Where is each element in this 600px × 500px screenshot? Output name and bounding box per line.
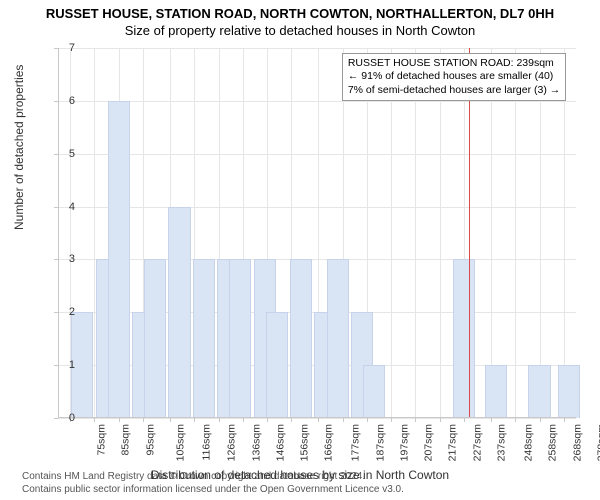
xtick-label: 177sqm — [350, 424, 362, 461]
gridline-v — [440, 48, 441, 418]
annotation-line: RUSSET HOUSE STATION ROAD: 239sqm — [348, 57, 560, 70]
xtick-label: 278sqm — [595, 424, 600, 461]
xtick-label: 146sqm — [274, 424, 286, 461]
xtick-mark — [491, 418, 492, 422]
xtick-label: 197sqm — [398, 424, 410, 461]
y-axis-label: Number of detached properties — [12, 65, 26, 230]
gridline-v — [564, 48, 565, 418]
chart-title-2: Size of property relative to detached ho… — [0, 21, 600, 38]
xtick-label: 248sqm — [522, 424, 534, 461]
xtick-label: 75sqm — [96, 424, 108, 456]
xtick-label: 187sqm — [374, 424, 386, 461]
xtick-label: 105sqm — [174, 424, 186, 461]
xtick-label: 237sqm — [495, 424, 507, 461]
xtick-mark — [464, 418, 465, 422]
xtick-mark — [318, 418, 319, 422]
xtick-label: 156sqm — [299, 424, 311, 461]
xtick-mark — [343, 418, 344, 422]
gridline-v — [415, 48, 416, 418]
ytick-label: 1 — [55, 359, 75, 371]
chart-plot-area: RUSSET HOUSE STATION ROAD: 239sqm← 91% o… — [58, 48, 576, 418]
histogram-bar — [528, 365, 550, 418]
xtick-label: 268sqm — [571, 424, 583, 461]
xtick-mark — [564, 418, 565, 422]
histogram-bar — [363, 365, 385, 418]
xtick-label: 136sqm — [250, 424, 262, 461]
ytick-label: 5 — [55, 148, 75, 160]
x-axis-label: Distribution of detached houses by size … — [0, 468, 600, 482]
xtick-label: 85sqm — [120, 424, 132, 456]
chart-title-1: RUSSET HOUSE, STATION ROAD, NORTH COWTON… — [0, 0, 600, 21]
xtick-mark — [391, 418, 392, 422]
histogram-bar — [168, 207, 190, 418]
xtick-label: 166sqm — [323, 424, 335, 461]
xtick-mark — [119, 418, 120, 422]
xtick-mark — [540, 418, 541, 422]
xtick-mark — [367, 418, 368, 422]
ytick-label: 7 — [55, 42, 75, 54]
xtick-mark — [515, 418, 516, 422]
histogram-bar — [558, 365, 580, 418]
xtick-mark — [267, 418, 268, 422]
ytick-label: 4 — [55, 201, 75, 213]
histogram-bar — [108, 101, 130, 418]
xtick-mark — [440, 418, 441, 422]
xtick-mark — [143, 418, 144, 422]
marker-line — [469, 48, 470, 418]
histogram-bar — [485, 365, 507, 418]
gridline-h — [58, 101, 576, 102]
xtick-mark — [291, 418, 292, 422]
histogram-bar — [266, 312, 288, 418]
ytick-label: 0 — [55, 412, 75, 424]
gridline-h — [58, 48, 576, 49]
gridline-v — [391, 48, 392, 418]
gridline-h — [58, 259, 576, 260]
xtick-label: 227sqm — [471, 424, 483, 461]
histogram-bar — [193, 259, 215, 418]
xtick-mark — [219, 418, 220, 422]
annotation-line: ← 91% of detached houses are smaller (40… — [348, 70, 560, 83]
ytick-label: 2 — [55, 306, 75, 318]
histogram-bar — [327, 259, 349, 418]
gridline-h — [58, 154, 576, 155]
histogram-bar — [144, 259, 166, 418]
gridline-h — [58, 418, 576, 419]
gridline-v — [491, 48, 492, 418]
xtick-label: 95sqm — [144, 424, 156, 456]
x-axis-line — [58, 417, 576, 418]
ytick-label: 3 — [55, 253, 75, 265]
annotation-box: RUSSET HOUSE STATION ROAD: 239sqm← 91% o… — [342, 53, 566, 100]
gridline-v — [515, 48, 516, 418]
xtick-mark — [94, 418, 95, 422]
xtick-mark — [170, 418, 171, 422]
xtick-mark — [243, 418, 244, 422]
xtick-mark — [415, 418, 416, 422]
histogram-bar — [290, 259, 312, 418]
histogram-bar — [453, 259, 475, 418]
xtick-label: 217sqm — [447, 424, 459, 461]
xtick-mark — [194, 418, 195, 422]
footer-line-2: Contains public sector information licen… — [22, 484, 404, 497]
xtick-label: 207sqm — [423, 424, 435, 461]
ytick-label: 6 — [55, 95, 75, 107]
xtick-label: 126sqm — [226, 424, 238, 461]
xtick-label: 116sqm — [200, 424, 212, 461]
histogram-bar — [229, 259, 251, 418]
xtick-label: 258sqm — [547, 424, 559, 461]
gridline-h — [58, 207, 576, 208]
gridline-v — [540, 48, 541, 418]
annotation-line: 7% of semi-detached houses are larger (3… — [348, 84, 560, 97]
